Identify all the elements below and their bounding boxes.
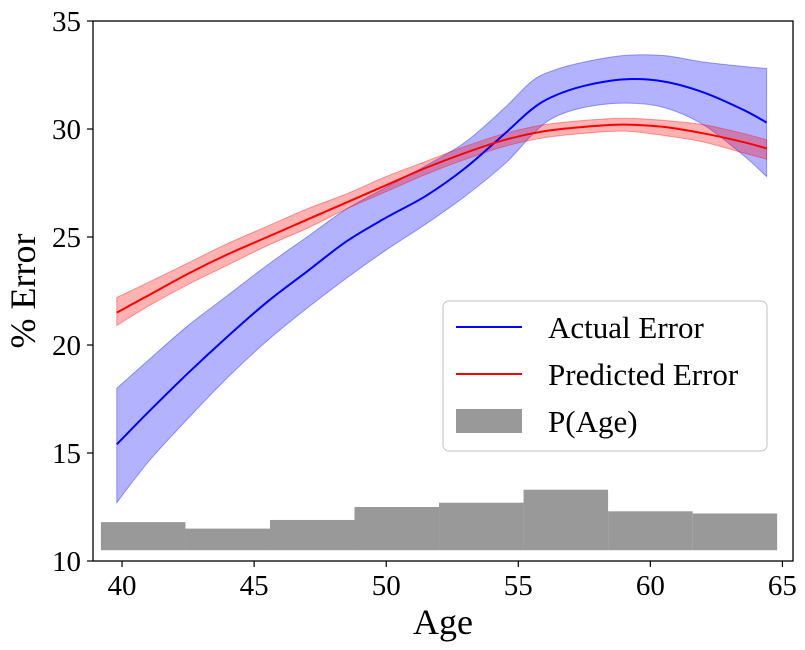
histogram-bar [269,519,355,551]
bands-group [116,54,768,505]
x-tick-label: 60 [636,570,665,602]
histogram-bar [439,502,524,551]
x-tick-label: 40 [108,570,137,602]
y-tick-label: 20 [52,330,81,362]
histogram-bar [100,522,186,551]
y-tick-label: 30 [52,114,81,146]
histogram-bar [692,513,778,551]
histogram-bar [523,489,609,551]
plot-frame [92,20,794,562]
y-tick-label: 15 [52,438,81,470]
series-line-actual-error [116,78,768,446]
confidence-band-predicted-error [116,117,768,327]
histogram-bar [185,528,270,551]
x-axis-ticks: 40 45 50 55 60 65 [108,561,797,602]
confidence-band-actual-error [116,54,768,505]
lines-group [116,78,768,446]
histogram-bar [354,507,440,551]
y-axis-ticks: 10 15 20 25 30 35 [52,6,93,578]
legend-box [442,300,768,452]
legend-swatch-p-age [456,409,522,433]
series-line-predicted-error [116,123,767,314]
y-tick-label: 35 [52,6,81,38]
y-tick-label: 25 [52,222,81,254]
x-axis-label: Age [413,602,473,642]
y-tick-label: 10 [52,546,81,578]
x-tick-label: 45 [240,570,269,602]
histogram-group [100,489,778,551]
y-axis-label: % Error [3,234,43,349]
x-tick-label: 65 [768,570,797,602]
legend: Actual Error Predicted Error P(Age) [442,300,768,452]
legend-label-p-age: P(Age) [548,404,638,439]
x-tick-label: 50 [372,570,401,602]
histogram-bar [608,511,693,551]
x-tick-label: 55 [504,570,533,602]
legend-label-predicted-error: Predicted Error [548,357,739,392]
legend-label-actual-error: Actual Error [548,310,704,345]
